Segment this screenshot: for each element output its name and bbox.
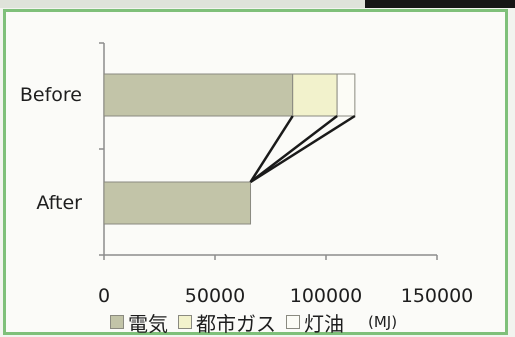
- connector-lines: [249, 114, 356, 184]
- x-tick-label-2: 100000: [290, 285, 363, 307]
- legend-label-kerosene: 灯油: [304, 311, 344, 336]
- legend-label-electricity: 電気: [128, 311, 168, 336]
- legend-item-city-gas: 都市ガス: [178, 308, 276, 337]
- connector-line-2: [249, 114, 356, 184]
- bar-before-series-2: [336, 73, 356, 117]
- bar-before-series-0: [103, 73, 294, 117]
- legend-swatch-electricity: [110, 315, 124, 329]
- legend-item-electricity: 電気: [110, 308, 168, 337]
- x-tick-label-0: 0: [98, 285, 110, 307]
- labels: 0 50000 100000 150000 Before After: [20, 84, 473, 307]
- connector-line-0: [249, 115, 294, 183]
- bar-after-series-0: [103, 181, 252, 225]
- legend-label-city-gas: 都市ガス: [196, 311, 276, 336]
- legend-item-kerosene: 灯油: [286, 308, 344, 337]
- bars: [103, 73, 356, 225]
- legend-swatch-city-gas: [178, 315, 192, 329]
- x-tick-label-1: 50000: [185, 285, 245, 307]
- unit-label: (MJ): [368, 313, 398, 331]
- connector-line-1: [249, 115, 338, 183]
- top-bar-dark-tab: [365, 0, 515, 8]
- bar-before-series-1: [292, 73, 338, 117]
- x-tick-label-3: 150000: [401, 285, 474, 307]
- top-bar: [0, 0, 515, 8]
- legend: 電気 都市ガス 灯油 (MJ): [110, 308, 398, 337]
- category-label-after: After: [36, 192, 82, 214]
- legend-swatch-kerosene: [286, 315, 300, 329]
- category-label-before: Before: [20, 84, 82, 106]
